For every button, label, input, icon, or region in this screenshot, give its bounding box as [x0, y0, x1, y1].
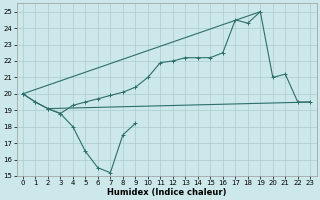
- X-axis label: Humidex (Indice chaleur): Humidex (Indice chaleur): [107, 188, 226, 197]
